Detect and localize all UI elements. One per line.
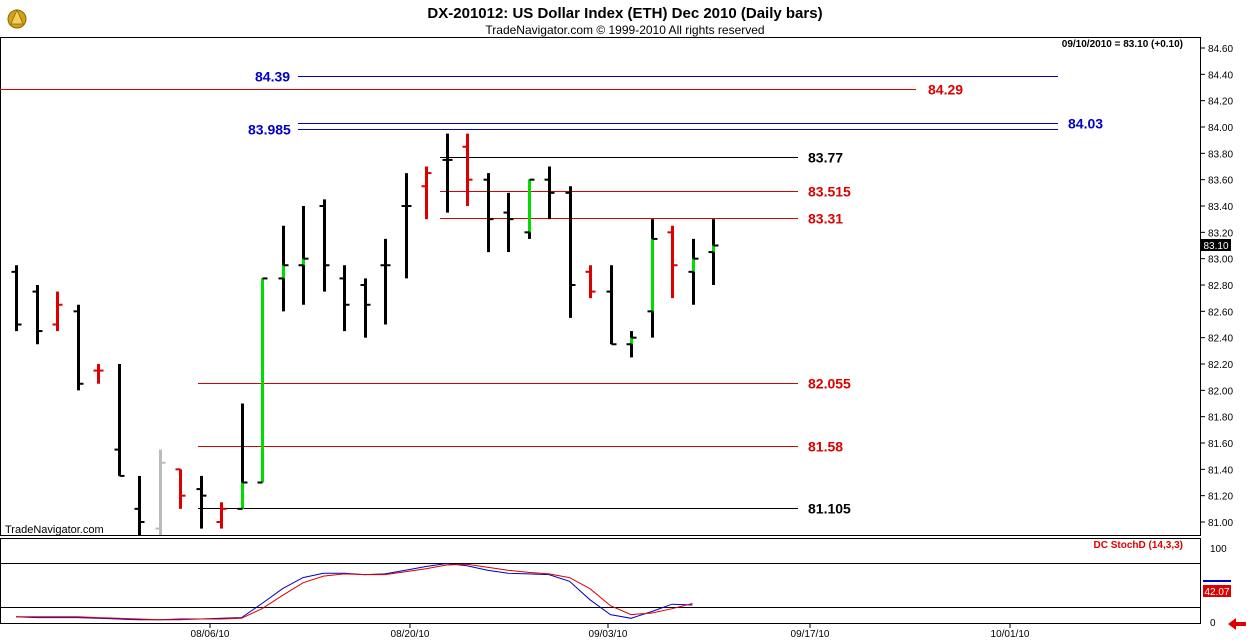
y-tick-label: 84.00 [1208,123,1233,134]
ohlc-bar [257,277,268,484]
ohlc-bar [216,502,227,529]
ohlc-bar [585,265,596,299]
ohlc-bar [667,225,678,299]
indicator-tick-label: 100 [1210,544,1227,555]
y-tick-label: 83.80 [1208,149,1233,160]
stoch-line [16,563,693,621]
ohlc-bar [93,364,104,384]
ohlc-bar [524,178,535,239]
ohlc-bar [708,219,719,285]
indicator-tick-label: 0 [1210,618,1216,629]
y-tick-label: 82.20 [1208,360,1233,371]
y-tick-label: 83.60 [1208,176,1233,187]
y-tick-label: 83.40 [1208,202,1233,213]
ohlc-bar [360,278,371,338]
ohlc-bar [503,192,514,253]
ohlc-bar [421,166,432,220]
x-axis: 08/06/10 08/20/10 09/03/10 09/17/10 10/01/10 [191,623,1030,640]
y-tick-label: 82.40 [1208,334,1233,345]
y-tick-label: 81.00 [1208,518,1233,529]
ohlc-bar [32,285,43,345]
ohlc-bar [626,331,637,358]
y-tick-label: 81.40 [1208,465,1233,476]
quote-readout: 09/10/2010 = 83.10 (+0.10) [1062,39,1183,50]
levels-layer: 84.39 84.29 84.03 83.985 83.77 83.515 83.31 82.… [0,69,1103,517]
y-tick-label: 81.80 [1208,413,1233,424]
price-panel-frame [0,37,1201,536]
app-logo-icon [7,8,27,29]
chart-copyright: TradeNavigator.com © 1999-2010 All right… [485,23,764,37]
last-price-tag: 83.10 [1203,241,1228,252]
ohlc-bar [155,449,166,535]
ohlc-bar [606,265,617,346]
level-label: 83.77 [808,150,843,166]
y-tick-label: 82.80 [1208,281,1233,292]
ohlc-bar [175,468,186,509]
stoch-line [15,562,693,621]
y-tick-label: 83.00 [1208,255,1233,266]
scroll-left-arrow-icon[interactable] [1226,617,1248,631]
ohlc-bar [462,133,473,206]
ohlc-bar [278,225,289,312]
ohlc-bar [339,265,350,332]
x-tick-label: 10/01/10 [991,629,1030,640]
indicator-panel-frame [0,538,1201,624]
ohlc-bar [73,304,84,391]
ohlc-bar [401,173,412,279]
y-tick-label: 84.60 [1208,44,1233,55]
ohlc-bar [319,199,330,292]
ohlc-bar [196,475,207,529]
level-label: 81.58 [808,439,843,455]
level-label: 82.055 [808,376,851,392]
chart-title: DX-201012: US Dollar Index (ETH) Dec 201… [427,5,822,22]
y-tick-label: 82.60 [1208,307,1233,318]
indicator-layer: 100 0 [1,544,1227,629]
y-tick-label: 82.00 [1208,386,1233,397]
last-price-tag-bg [1201,239,1231,251]
level-label: 84.03 [1068,116,1103,132]
x-tick-label: 09/03/10 [589,629,628,640]
ohlc-bar [688,238,699,305]
y-axis: 84.60 84.40 84.20 84.00 83.80 83.60 83.40 83.20… [1200,44,1233,529]
x-tick-label: 08/20/10 [391,629,430,640]
ohlc-bar [237,403,248,510]
y-tick-label: 81.20 [1208,492,1233,503]
ohlc-bar [380,238,391,325]
stoch-value-tag: 42.07 [1204,587,1229,598]
level-label: 84.29 [928,82,963,98]
level-label: 83.985 [248,122,291,138]
x-tick-label: 09/17/10 [791,629,830,640]
y-tick-label: 84.40 [1208,70,1233,81]
ohlc-bar [483,173,494,253]
y-tick-label: 81.60 [1208,439,1233,450]
ohlc-bar [565,186,576,318]
ohlc-bar [134,475,145,535]
bars-layer [11,133,719,535]
ohlc-bar [52,291,63,332]
stoch-blue-marker [1203,580,1231,582]
y-tick-label: 83.20 [1208,228,1233,239]
x-tick-label: 08/06/10 [191,629,230,640]
ohlc-bar [442,133,453,213]
ohlc-bar [544,166,555,220]
y-tick-label: 84.20 [1208,97,1233,108]
ohlc-bar [114,364,125,477]
stoch-value-tag-bg [1203,585,1231,597]
ohlc-bar [298,206,309,305]
ohlc-bar [647,219,658,338]
watermark: TradeNavigator.com [5,524,104,536]
level-label: 84.39 [255,69,290,85]
level-label: 83.515 [808,184,851,200]
level-label: 83.31 [808,211,843,227]
indicator-label: DC StochD (14,3,3) [1094,540,1183,551]
level-label: 81.105 [808,501,851,517]
ohlc-bar [11,265,22,332]
